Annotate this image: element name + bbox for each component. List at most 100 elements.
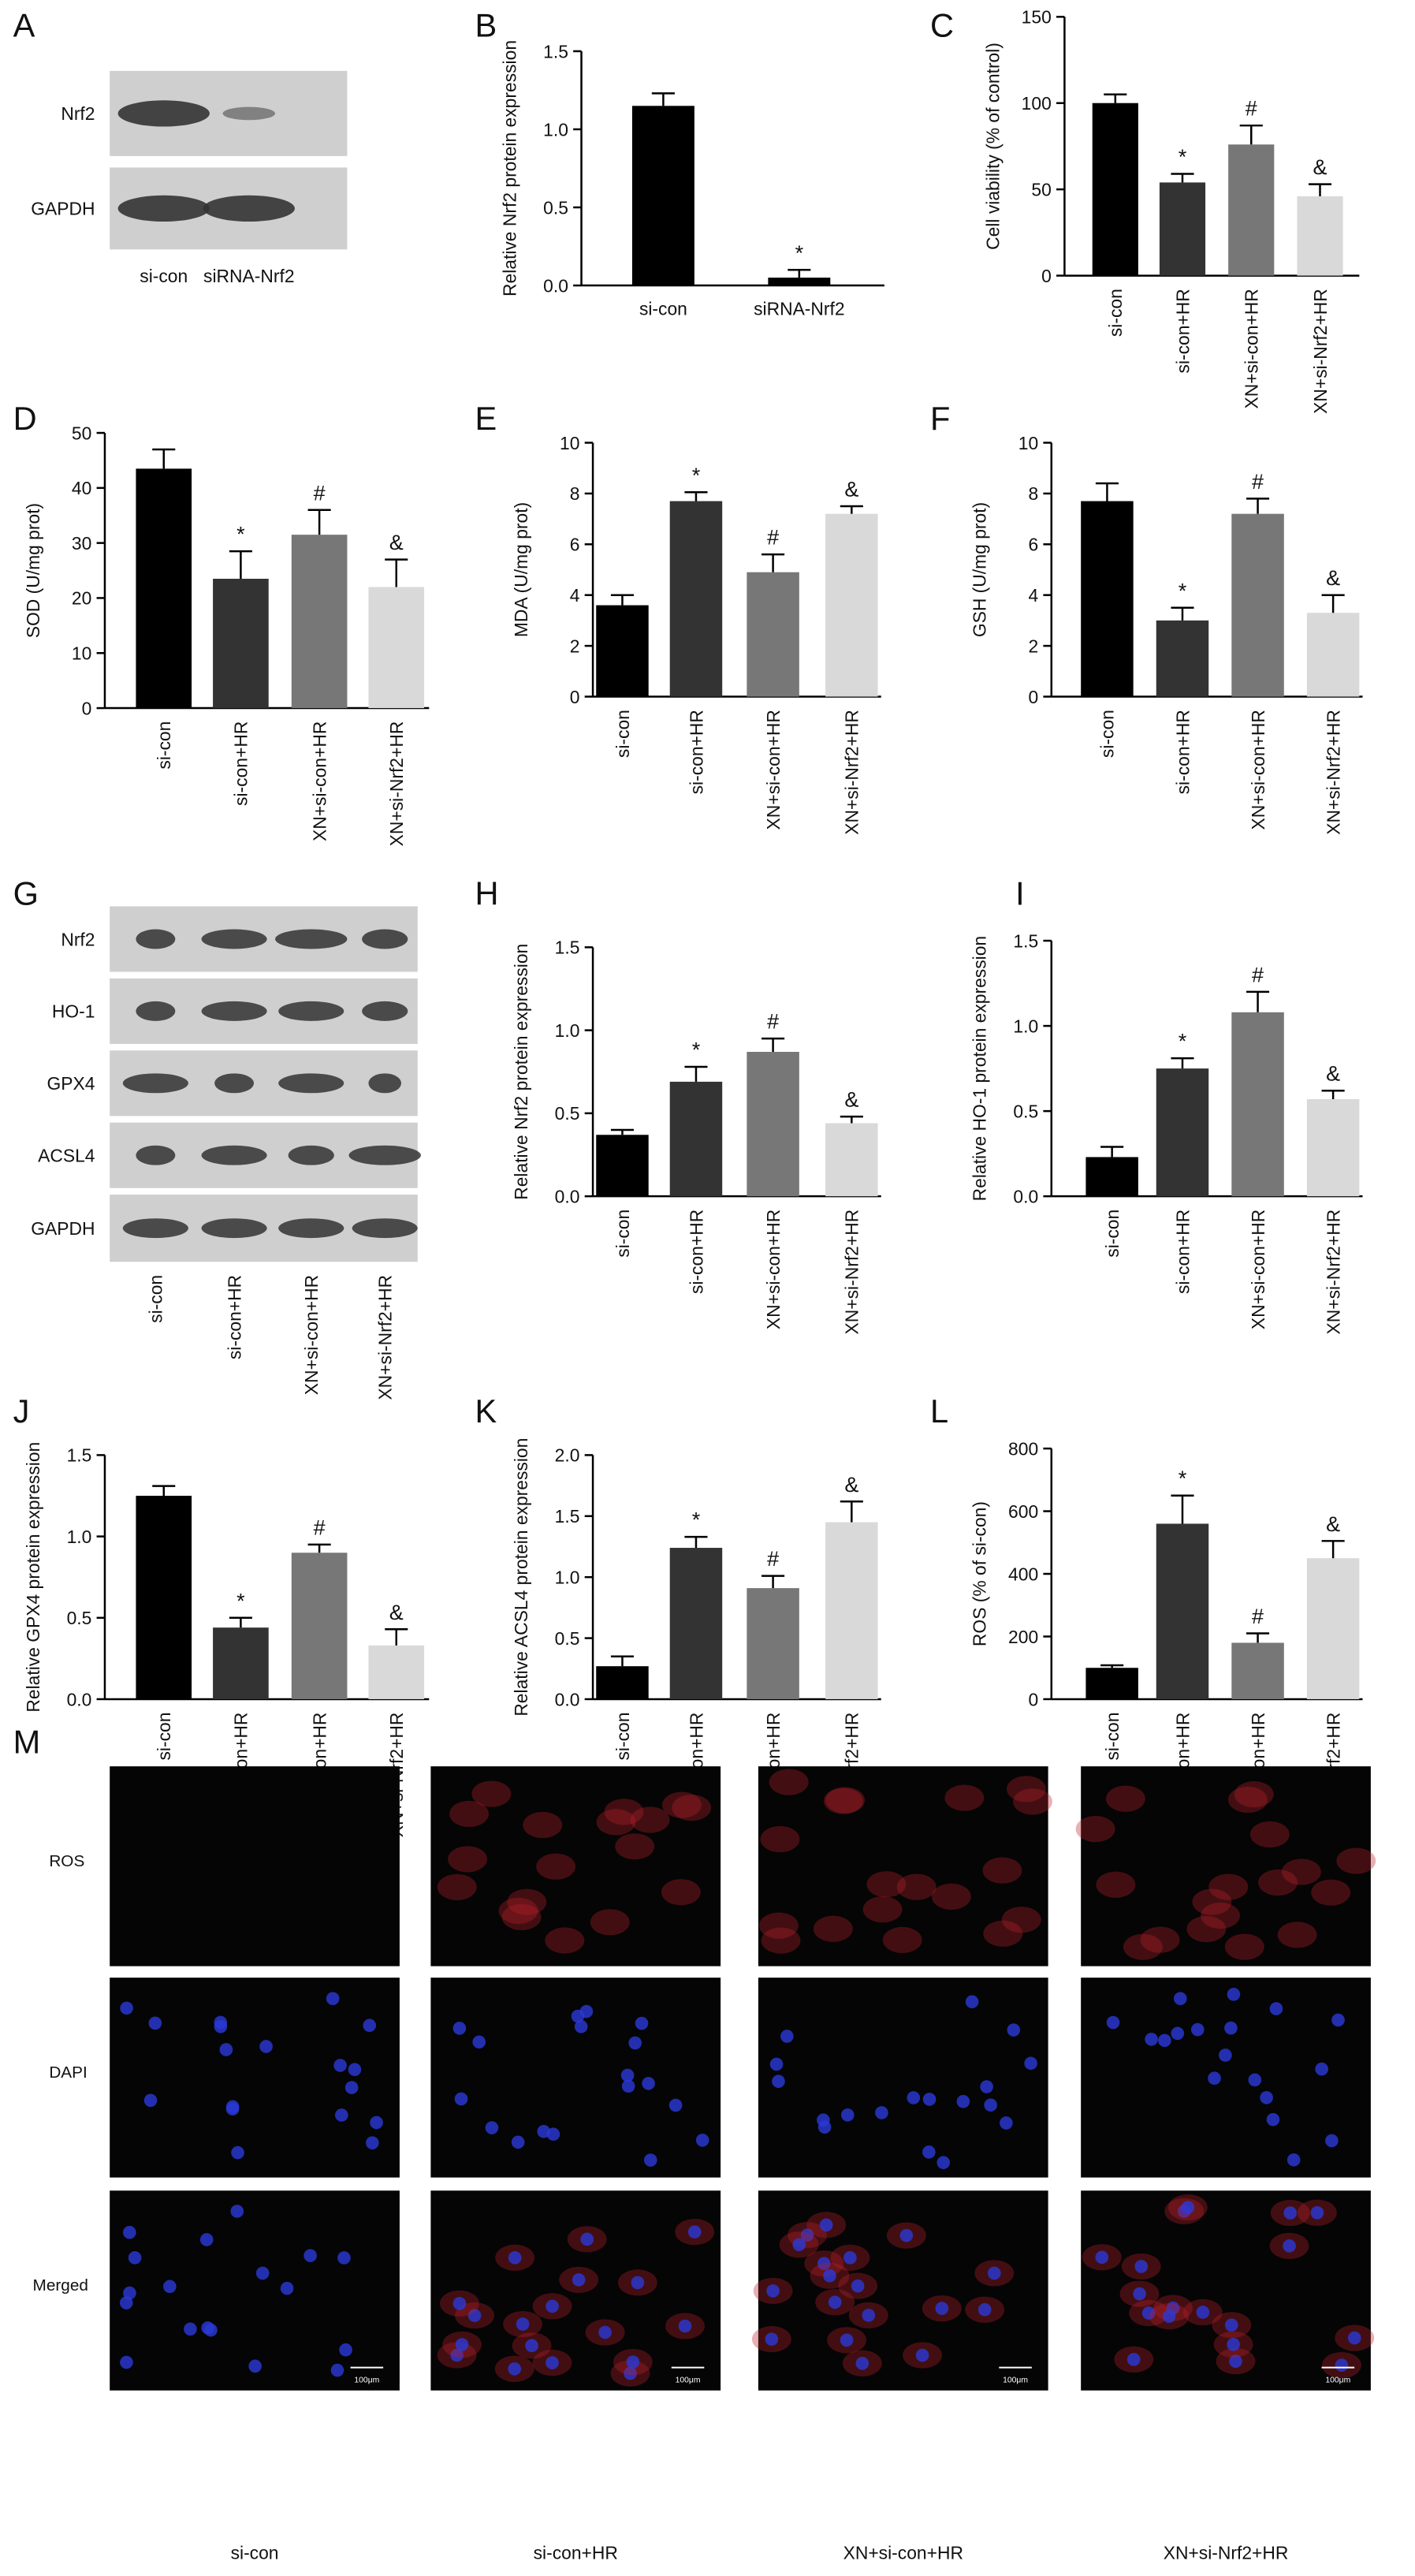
y-tick-label: 30 — [72, 533, 91, 554]
bar — [213, 579, 269, 709]
panel-letter: M — [13, 1724, 41, 1761]
nucleus — [571, 2009, 585, 2023]
cell-signal — [882, 1926, 922, 1954]
blot-row-label: HO-1 — [52, 1001, 95, 1022]
blot-band — [117, 100, 210, 127]
y-axis-label: Relative Nrf2 protein expression — [511, 944, 531, 1200]
nucleus — [1248, 2073, 1262, 2087]
y-tick-label: 1.5 — [543, 41, 568, 62]
nucleus — [792, 2238, 806, 2252]
y-axis-label: Relative Nrf2 protein expression — [499, 40, 519, 296]
x-tick-label: si-con — [613, 710, 633, 758]
nucleus — [1224, 2021, 1238, 2035]
nucleus — [1181, 2201, 1195, 2214]
y-tick-label: 400 — [1008, 1564, 1038, 1584]
x-tick-label: si-con — [1102, 1210, 1123, 1258]
y-axis-label: Relative HO-1 protein expression — [970, 936, 990, 1201]
nucleus — [339, 2343, 352, 2357]
cell-signal — [1075, 1816, 1115, 1843]
bar — [596, 1135, 649, 1197]
cell-signal — [1105, 1785, 1145, 1812]
y-tick-label: 100 — [1022, 93, 1052, 114]
nucleus — [765, 2332, 779, 2346]
nucleus — [678, 2319, 692, 2333]
nucleus — [123, 2286, 136, 2300]
y-tick-label: 4 — [570, 585, 580, 606]
nucleus — [1283, 2206, 1298, 2220]
cell-signal — [982, 1857, 1022, 1884]
scale-bar-label: 100μm — [676, 2376, 701, 2384]
nucleus — [1208, 2071, 1221, 2086]
nucleus — [635, 2016, 649, 2030]
nucleus — [817, 2257, 831, 2271]
nucleus — [620, 2068, 635, 2082]
cell-signal — [1001, 1907, 1041, 1933]
x-tick-label: XN+si-con+HR — [763, 1210, 784, 1329]
blot-band — [348, 1145, 421, 1165]
x-tick-label: XN+si-Nrf2+HR — [386, 721, 407, 847]
image-column-label: si-con — [231, 2543, 279, 2563]
cell-signal — [1258, 1869, 1298, 1896]
cell-signal — [1192, 1888, 1232, 1915]
nucleus — [843, 2251, 857, 2265]
y-tick-label: 2 — [570, 636, 580, 656]
cell-signal — [448, 1846, 487, 1873]
nucleus — [642, 2076, 655, 2090]
bar — [596, 1666, 649, 1699]
nucleus — [219, 2043, 233, 2056]
fluorescence-image — [758, 1978, 1048, 2178]
blot-band — [214, 1073, 255, 1094]
nucleus — [452, 2021, 467, 2035]
nucleus — [1315, 2062, 1328, 2076]
significance-marker: # — [314, 481, 326, 505]
panel-letter: B — [475, 6, 497, 43]
y-tick-label: 1.0 — [543, 119, 568, 140]
nucleus — [628, 2036, 642, 2050]
y-tick-label: 200 — [1008, 1627, 1038, 1647]
y-tick-label: 0.5 — [1013, 1101, 1038, 1121]
y-tick-label: 0.5 — [555, 1628, 580, 1649]
nucleus — [1141, 2306, 1156, 2320]
blot-row-label: GAPDH — [31, 199, 95, 219]
y-tick-label: 50 — [1031, 179, 1051, 199]
nucleus — [485, 2121, 499, 2134]
nucleus — [631, 2276, 645, 2290]
panel-letter: A — [13, 6, 35, 43]
cell-signal — [761, 1927, 801, 1954]
nucleus — [862, 2309, 876, 2322]
blot-row-label: GAPDH — [31, 1218, 95, 1239]
cell-signal — [825, 1787, 866, 1814]
cell-signal — [823, 1788, 863, 1814]
nucleus — [907, 2091, 921, 2104]
nucleus — [668, 2098, 683, 2112]
cell-signal — [545, 1927, 585, 1954]
nucleus — [1126, 2353, 1141, 2366]
nucleus — [1024, 2056, 1037, 2071]
significance-marker: * — [236, 523, 245, 546]
nucleus — [546, 2356, 559, 2369]
nucleus — [120, 2355, 133, 2369]
y-tick-label: 0 — [1028, 1689, 1038, 1709]
y-axis-label: Cell viability (% of control) — [982, 43, 1003, 250]
bar — [1081, 501, 1134, 697]
panel-letter: F — [930, 400, 950, 437]
cell-signal — [1186, 1915, 1227, 1943]
nucleus — [525, 2339, 538, 2353]
nucleus — [875, 2106, 888, 2119]
nucleus — [800, 2228, 814, 2242]
panel-letter: J — [13, 1392, 30, 1430]
x-tick-label: XN+si-con+HR — [309, 721, 330, 841]
blot-band — [222, 106, 276, 121]
image-row-label: DAPI — [49, 2063, 87, 2082]
y-tick-label: 0.0 — [555, 1186, 580, 1206]
cell-signal — [944, 1784, 985, 1811]
cell-signal — [1006, 1776, 1046, 1802]
blot-band — [352, 1218, 418, 1239]
bar — [1156, 1523, 1209, 1699]
y-tick-label: 50 — [72, 423, 91, 443]
y-tick-label: 0.0 — [543, 275, 568, 296]
fluorescence-image — [110, 1978, 400, 2178]
nucleus — [1335, 2358, 1349, 2372]
nucleus — [337, 2251, 351, 2265]
blot-lane-label: siRNA-Nrf2 — [203, 266, 294, 286]
